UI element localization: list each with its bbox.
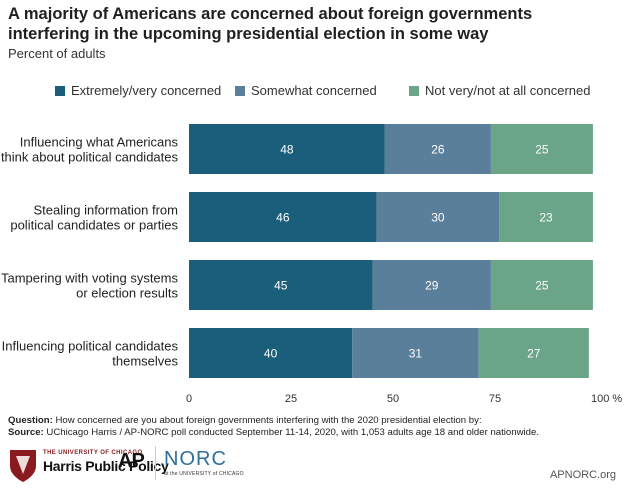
bar-segment-extremely-very-concerned	[189, 192, 377, 242]
logo-divider	[155, 446, 156, 480]
data-label: 45	[274, 279, 288, 293]
source-line: Source: UChicago Harris / AP-NORC poll c…	[8, 427, 620, 439]
legend-label-somewhat: Somewhat concerned	[251, 83, 377, 98]
question-line: Question: How concerned are you about fo…	[8, 415, 620, 427]
bar-group-tampering-with-voting-systems-or-election-results: Tampering with voting systems or election…	[1, 260, 593, 310]
question-label: Question:	[8, 415, 53, 426]
site-url: APNORC.org	[549, 469, 616, 481]
bar-group-stealing-information-from-political-candidates-or-parties: Stealing information from political candi…	[10, 192, 593, 242]
norc-logo: NORC	[164, 448, 227, 470]
data-label: 30	[431, 211, 445, 225]
legend-swatch-not	[409, 85, 419, 96]
uchicago-harris-logo: THE UNIVERSITY OF CHICAGO Harris Public …	[8, 444, 169, 484]
legend-swatch-extreme	[55, 85, 65, 96]
category-label: Stealing information from political candi…	[10, 203, 178, 233]
data-label: 48	[280, 143, 294, 157]
norc-subtext: at the UNIVERSITY of CHICAGO	[164, 471, 244, 477]
bar-chart: Influencing what Americans think about po…	[1, 124, 622, 405]
legend: Extremely/very concerned Somewhat concer…	[0, 83, 624, 101]
chart-footer: Question: How concerned are you about fo…	[8, 415, 620, 439]
category-label: Tampering with voting systems or election…	[1, 271, 179, 301]
legend-swatch-somewhat	[235, 85, 245, 96]
legend-label-extreme: Extremely/very concerned	[71, 83, 222, 98]
bar-segment-extremely-very-concerned	[189, 328, 353, 378]
logo-bar: THE UNIVERSITY OF CHICAGO Harris Public …	[0, 440, 624, 490]
source-text: UChicago Harris / AP-NORC poll conducted…	[46, 427, 539, 438]
bar-segment-extremely-very-concerned	[189, 260, 373, 310]
bar-segment-not-very-not-at-all-concerned	[478, 328, 589, 378]
data-label: 25	[535, 143, 549, 157]
category-label: Influencing what Americans think about po…	[1, 135, 179, 165]
bar-group-influencing-what-americans-think-about-political-candidates: Influencing what Americans think about po…	[1, 124, 593, 174]
bar-segment-not-very-not-at-all-concerned	[499, 192, 593, 242]
legend-label-not: Not very/not at all concerned	[425, 83, 591, 98]
data-label: 25	[535, 279, 549, 293]
data-label: 40	[264, 347, 278, 361]
data-label: 29	[425, 279, 439, 293]
bar-segment-extremely-very-concerned	[189, 124, 385, 174]
bar-group-influencing-political-candidates-themselves: Influencing political candidates themselv…	[2, 328, 589, 378]
harris-text: Harris Public Policy	[43, 458, 169, 474]
bar-segment-somewhat-concerned	[352, 328, 479, 378]
legend-item-extreme: Extremely/very concerned	[55, 83, 221, 98]
bar-segment-not-very-not-at-all-concerned	[490, 124, 593, 174]
bar-segment-somewhat-concerned	[376, 192, 500, 242]
data-label: 26	[431, 143, 445, 157]
category-label: Influencing political candidates themselv…	[2, 339, 179, 369]
chart-subtitle: Percent of adults	[8, 46, 106, 61]
data-label: 23	[539, 211, 553, 225]
bar-segment-somewhat-concerned	[384, 124, 491, 174]
ap-logo: AP	[118, 450, 145, 472]
x-tick-label: 0	[186, 393, 192, 405]
data-label: 31	[409, 347, 423, 361]
legend-item-somewhat: Somewhat concerned	[235, 83, 377, 98]
x-tick-label: 25	[285, 393, 297, 405]
legend-item-not: Not very/not at all concerned	[409, 83, 590, 98]
chart-title: A majority of Americans are concerned ab…	[8, 5, 533, 43]
data-label: 46	[276, 211, 290, 225]
data-label: 27	[527, 347, 541, 361]
x-tick-label: 75	[489, 393, 501, 405]
bar-segment-not-very-not-at-all-concerned	[490, 260, 593, 310]
uchicago-crest-icon	[10, 450, 36, 482]
source-label: Source:	[8, 427, 44, 438]
x-tick-label: 50	[387, 393, 399, 405]
uchicago-small-text: THE UNIVERSITY OF CHICAGO	[43, 450, 143, 456]
question-text: How concerned are you about foreign gove…	[55, 415, 482, 426]
bar-segment-somewhat-concerned	[372, 260, 491, 310]
x-tick-label: 100 %	[591, 393, 622, 405]
